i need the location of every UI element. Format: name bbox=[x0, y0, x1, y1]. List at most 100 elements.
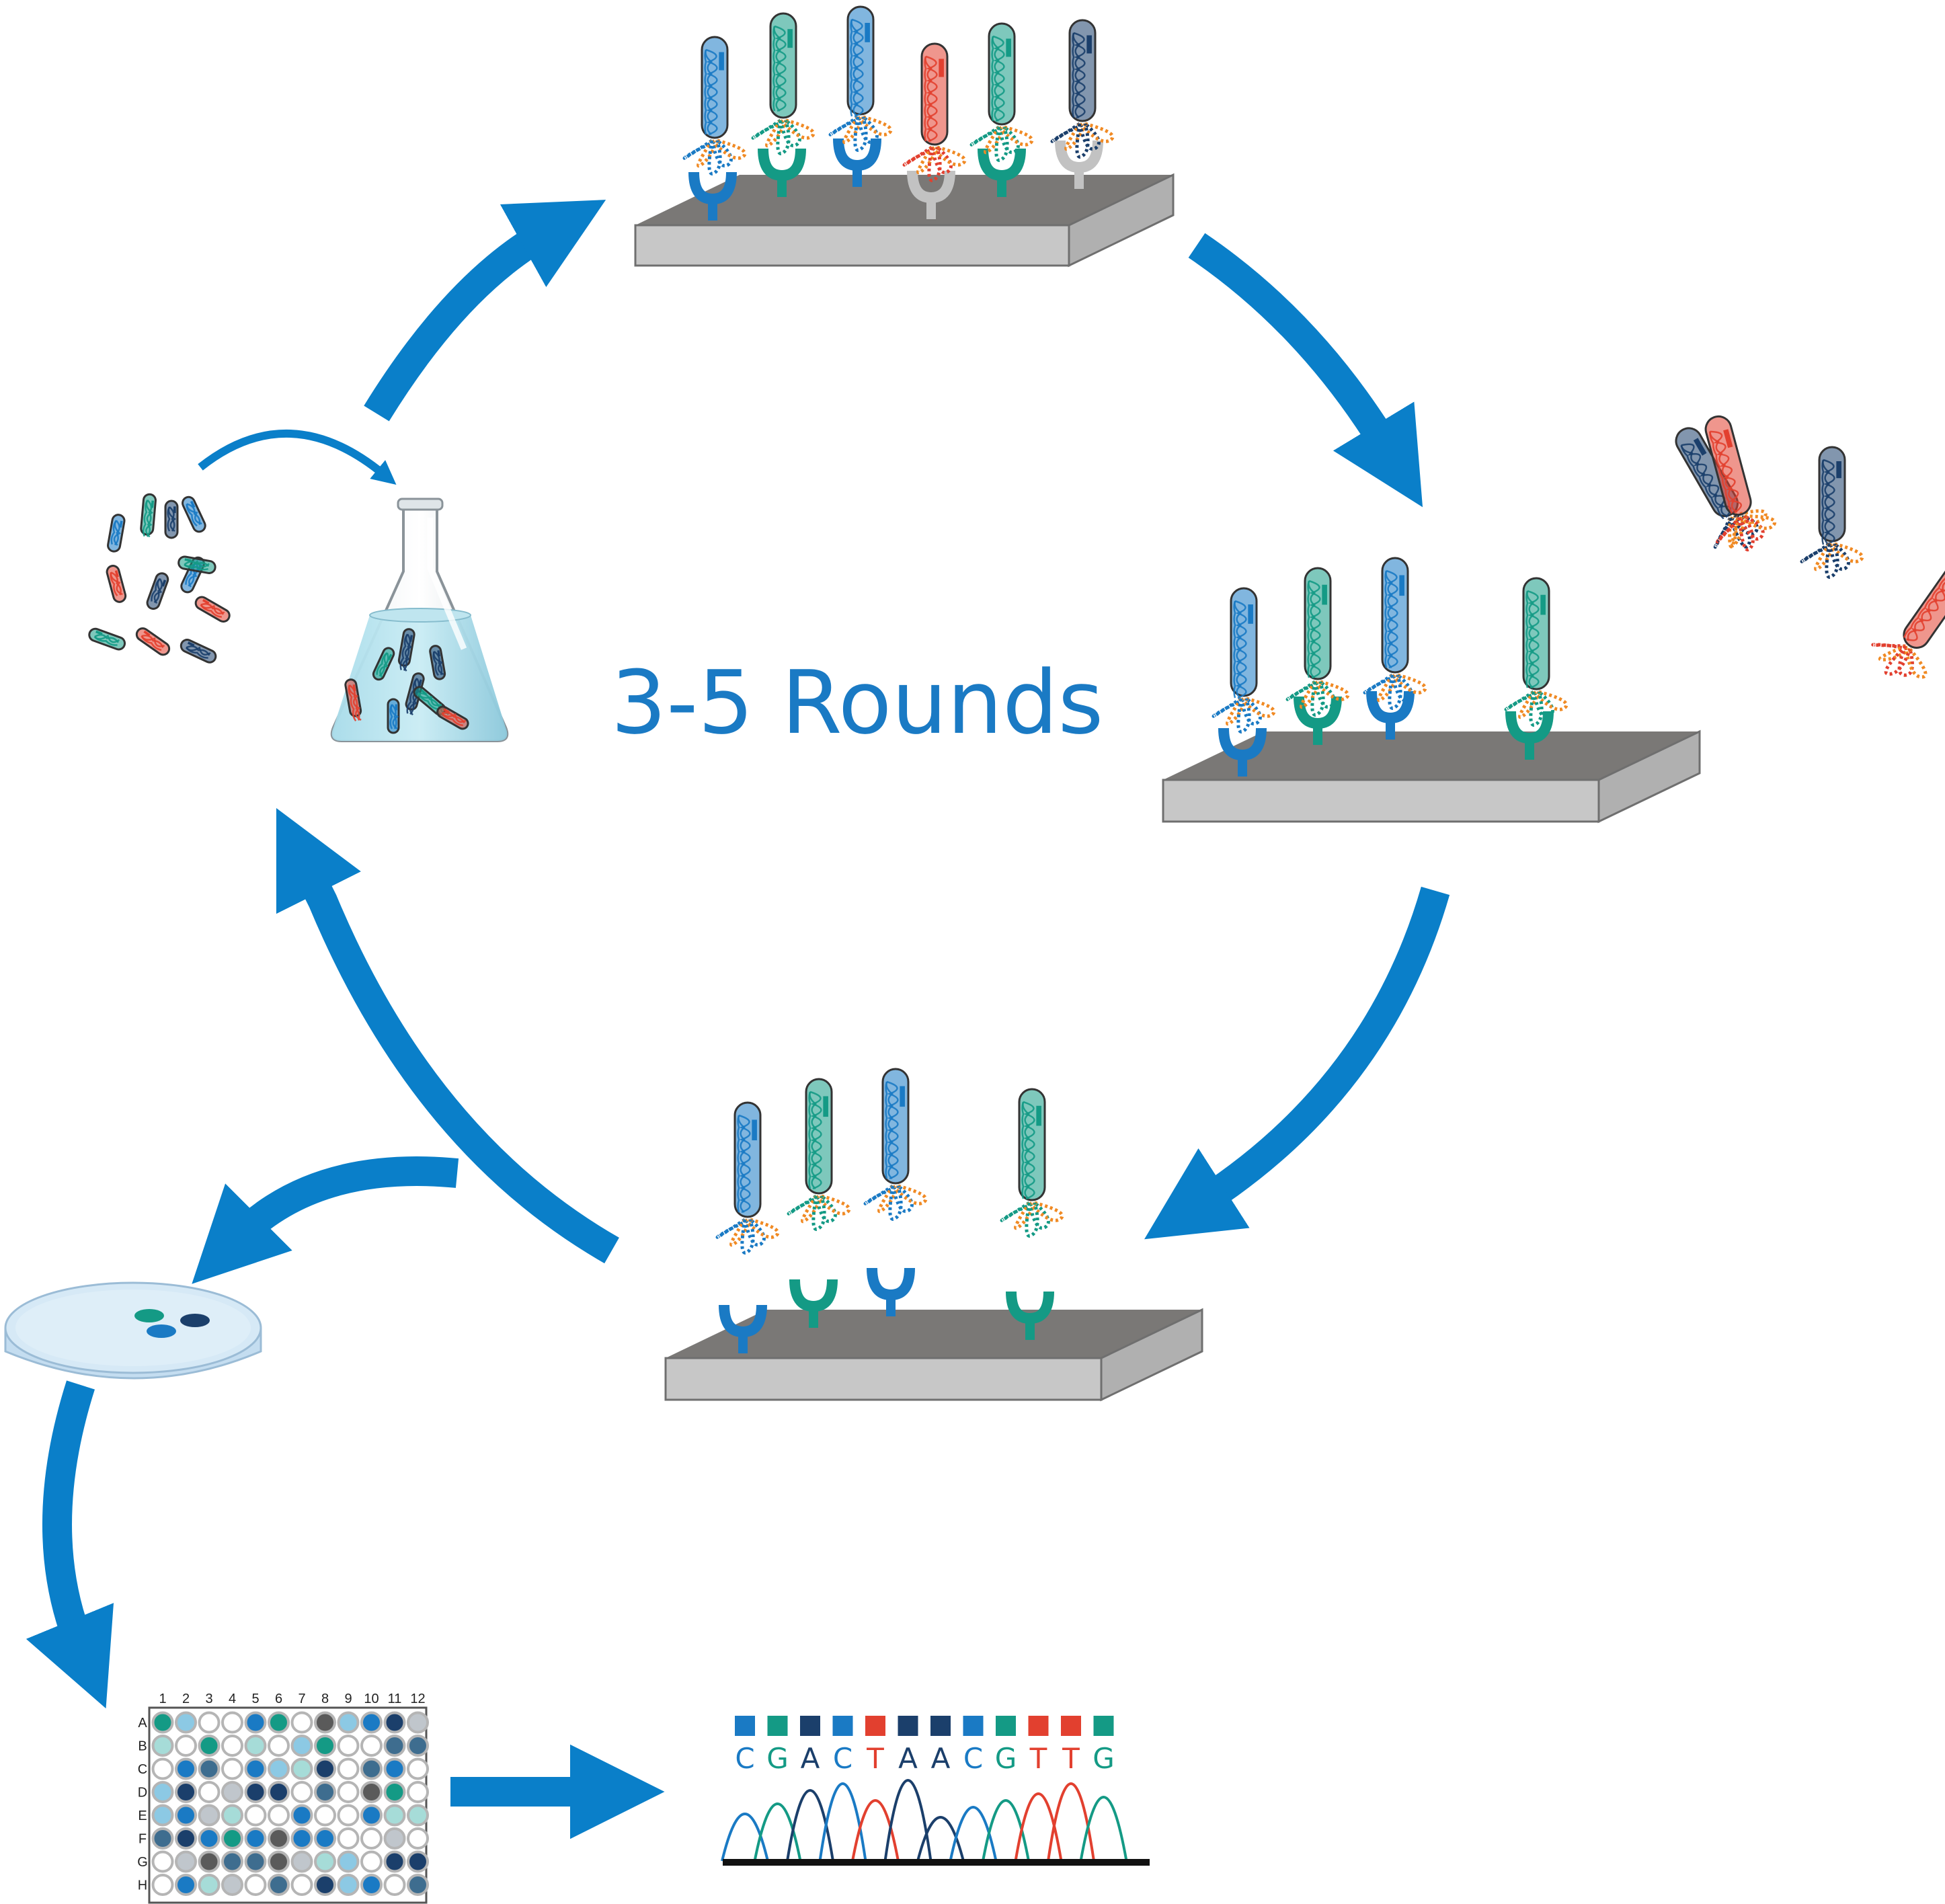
well-column-label: 6 bbox=[275, 1692, 282, 1706]
antibody-icon bbox=[1218, 727, 1267, 777]
phage-icon bbox=[372, 647, 395, 681]
well bbox=[360, 1735, 383, 1757]
well bbox=[221, 1757, 243, 1780]
well bbox=[175, 1735, 197, 1757]
well-row-label: D bbox=[138, 1786, 147, 1800]
phage-icon bbox=[436, 705, 469, 730]
well bbox=[244, 1757, 267, 1780]
well bbox=[151, 1711, 174, 1734]
base-letter: G bbox=[766, 1742, 789, 1775]
phage-icon bbox=[1212, 587, 1276, 733]
well bbox=[360, 1781, 383, 1803]
well bbox=[268, 1735, 290, 1757]
well bbox=[221, 1711, 243, 1734]
base-letter: A bbox=[898, 1742, 918, 1775]
trace-peak bbox=[721, 1813, 769, 1862]
well bbox=[268, 1711, 290, 1734]
well-row-label: F bbox=[138, 1832, 147, 1847]
phage-icon bbox=[715, 1101, 780, 1255]
well bbox=[151, 1874, 174, 1896]
well bbox=[151, 1804, 174, 1827]
arrow-plate3-to-flask bbox=[276, 807, 619, 1264]
antibody-icon bbox=[833, 138, 881, 187]
base-marker bbox=[1028, 1716, 1049, 1736]
well-column-label: 8 bbox=[321, 1692, 329, 1706]
well bbox=[383, 1735, 406, 1757]
base-marker bbox=[832, 1716, 853, 1736]
well bbox=[244, 1735, 267, 1757]
phage-icon bbox=[1363, 557, 1427, 710]
trace-peak bbox=[753, 1802, 802, 1862]
well bbox=[407, 1850, 429, 1873]
phage-icon bbox=[106, 565, 127, 603]
well bbox=[198, 1874, 221, 1896]
well bbox=[151, 1781, 174, 1803]
phage-icon bbox=[863, 1068, 928, 1221]
petri-dish-icon bbox=[4, 1281, 262, 1380]
well bbox=[151, 1735, 174, 1757]
phage-icon bbox=[164, 500, 179, 539]
colony bbox=[180, 1314, 210, 1327]
base-letter: T bbox=[866, 1742, 884, 1775]
well bbox=[337, 1804, 360, 1827]
trace-peak bbox=[851, 1799, 900, 1862]
base-marker bbox=[800, 1716, 820, 1736]
well-row-label: G bbox=[137, 1855, 148, 1870]
well bbox=[175, 1711, 197, 1734]
well bbox=[383, 1804, 406, 1827]
well bbox=[360, 1804, 383, 1827]
well-column-label: 5 bbox=[251, 1692, 259, 1706]
base-letter: C bbox=[833, 1742, 852, 1775]
antibody-icon bbox=[907, 170, 955, 219]
antibody-icon bbox=[867, 1267, 915, 1316]
well-row-label: E bbox=[138, 1809, 147, 1823]
flask-phages bbox=[344, 628, 469, 734]
well bbox=[175, 1850, 197, 1873]
phage-icon bbox=[787, 1078, 851, 1231]
well bbox=[383, 1850, 406, 1873]
well bbox=[151, 1850, 174, 1873]
chromatogram-baseline bbox=[723, 1859, 1150, 1866]
base-letter: C bbox=[735, 1742, 754, 1775]
well-row-label: H bbox=[138, 1878, 147, 1893]
well-column-label: 11 bbox=[388, 1692, 402, 1706]
cycle-arrows bbox=[26, 200, 1450, 1839]
well bbox=[198, 1781, 221, 1803]
well bbox=[314, 1711, 336, 1734]
well bbox=[244, 1827, 267, 1850]
phage-icon bbox=[194, 596, 231, 623]
well bbox=[198, 1804, 221, 1827]
well bbox=[337, 1757, 360, 1780]
well bbox=[314, 1874, 336, 1896]
base-marker bbox=[963, 1716, 984, 1736]
well bbox=[198, 1827, 221, 1850]
well bbox=[337, 1850, 360, 1873]
well bbox=[175, 1781, 197, 1803]
well bbox=[221, 1850, 243, 1873]
antibody-icon bbox=[1366, 690, 1415, 740]
phage-icon bbox=[1504, 577, 1569, 727]
well bbox=[244, 1711, 267, 1734]
well bbox=[407, 1711, 429, 1734]
well bbox=[314, 1735, 336, 1757]
well bbox=[198, 1735, 221, 1757]
phage-icon bbox=[177, 555, 216, 574]
antibody-icon bbox=[978, 148, 1026, 197]
arrow-dish-to-wellplate bbox=[26, 1380, 114, 1709]
well bbox=[360, 1711, 383, 1734]
well bbox=[268, 1827, 290, 1850]
well bbox=[314, 1804, 336, 1827]
phage-icon bbox=[1800, 446, 1864, 579]
well bbox=[290, 1874, 313, 1896]
antibody-icon bbox=[688, 171, 737, 221]
phage-icon bbox=[429, 645, 446, 680]
well bbox=[175, 1874, 197, 1896]
selection-plate-1 bbox=[634, 173, 1175, 268]
arrow-plate2-to-plate3 bbox=[1144, 886, 1450, 1240]
colony bbox=[147, 1324, 176, 1338]
phage-icon bbox=[182, 495, 206, 533]
trace-peak bbox=[949, 1806, 998, 1862]
